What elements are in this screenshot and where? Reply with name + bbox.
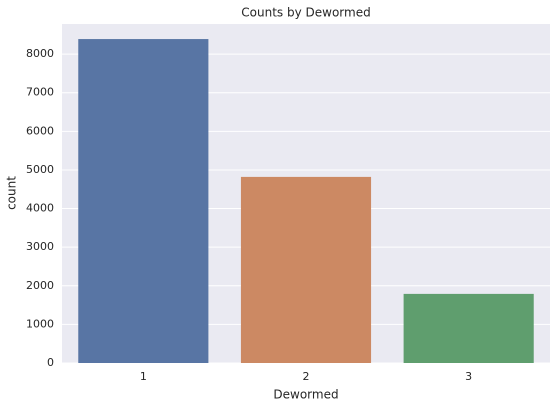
- y-tick-label: 2000: [26, 279, 54, 292]
- bar: [403, 293, 534, 363]
- x-tick-label: 2: [303, 370, 310, 383]
- y-tick-label: 4000: [26, 202, 54, 215]
- y-tick-label: 5000: [26, 163, 54, 176]
- y-tick-label: 1000: [26, 317, 54, 330]
- bar: [78, 39, 209, 364]
- y-tick-label: 7000: [26, 86, 54, 99]
- y-tick-label: 0: [47, 356, 54, 369]
- y-tick-label: 3000: [26, 240, 54, 253]
- chart-title: Counts by Dewormed: [241, 6, 370, 20]
- bar: [240, 176, 372, 363]
- y-tick-label: 8000: [26, 47, 54, 60]
- y-axis-label: count: [5, 176, 19, 210]
- x-axis-label: Dewormed: [273, 388, 338, 402]
- y-tick-label: 6000: [26, 124, 54, 137]
- x-tick-label: 1: [140, 370, 147, 383]
- x-tick-label: 3: [465, 370, 472, 383]
